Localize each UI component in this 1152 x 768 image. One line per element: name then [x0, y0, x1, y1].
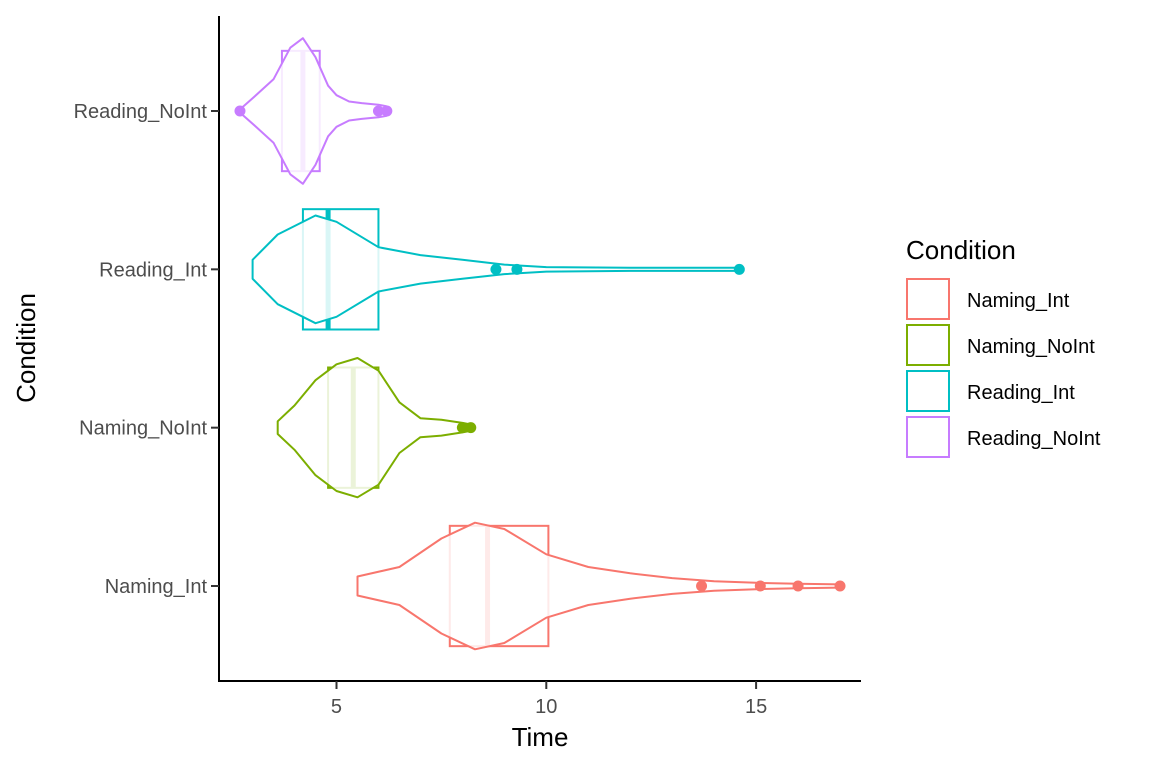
legend-label: Reading_NoInt	[967, 428, 1101, 450]
y-tick-label: Naming_NoInt	[79, 418, 207, 440]
outlier-point	[792, 580, 804, 592]
outlier-point	[490, 263, 502, 275]
outlier-point	[456, 422, 468, 434]
outlier-point	[696, 580, 708, 592]
legend-title: Condition	[906, 235, 1016, 265]
violin-group	[356, 521, 846, 651]
y-tick-label: Reading_NoInt	[74, 101, 208, 123]
y-axis-ticks: Naming_Int Naming_NoInt Reading_Int Reading…	[74, 101, 219, 598]
violin-shape	[356, 521, 841, 651]
legend: Condition Naming_Int Naming_NoInt Reading_…	[906, 235, 1101, 458]
x-tick-label: 5	[331, 696, 342, 718]
legend-key	[906, 370, 950, 412]
legend-key	[906, 278, 950, 320]
outlier-point	[511, 263, 523, 275]
outlier-point	[754, 580, 766, 592]
violin-group	[234, 37, 393, 185]
x-tick-label: 10	[535, 696, 557, 718]
y-tick-label: Naming_Int	[105, 576, 208, 598]
legend-label: Reading_Int	[967, 382, 1075, 404]
violin-group	[251, 208, 745, 331]
y-axis-title: Condition	[11, 293, 41, 403]
x-tick-label: 15	[745, 696, 767, 718]
plot-area	[234, 37, 846, 651]
y-tick-label: Reading_Int	[99, 259, 207, 281]
violin-shape	[276, 357, 472, 499]
x-axis-title: Time	[512, 722, 569, 752]
outlier-point	[372, 105, 384, 117]
legend-key	[906, 324, 950, 366]
outlier-point	[234, 105, 246, 117]
legend-label: Naming_NoInt	[967, 336, 1095, 358]
x-axis-ticks: 5 10 15	[331, 681, 767, 718]
legend-label: Naming_Int	[967, 290, 1070, 312]
outlier-point	[465, 422, 477, 434]
outlier-point	[733, 263, 745, 275]
outlier-point	[381, 105, 393, 117]
legend-key	[906, 416, 950, 458]
violin-shape	[239, 37, 388, 185]
violin-group	[276, 357, 477, 499]
outlier-point	[834, 580, 846, 592]
